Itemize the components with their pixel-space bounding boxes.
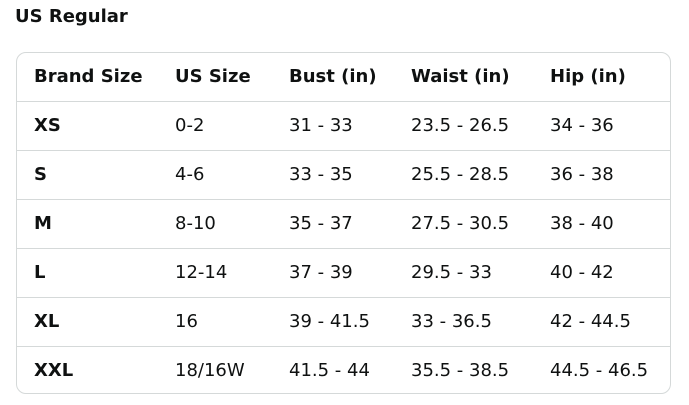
cell-brand-size: XXL [34, 360, 74, 381]
header-hip: Hip (in) [550, 66, 626, 87]
table-row: S 4-6 33 - 35 25.5 - 28.5 36 - 38 [17, 151, 670, 200]
cell-waist: 29.5 - 33 [411, 262, 492, 283]
cell-bust: 33 - 35 [289, 164, 353, 185]
cell-hip: 42 - 44.5 [550, 311, 631, 332]
header-brand-size: Brand Size [34, 66, 143, 87]
cell-us-size: 0-2 [175, 115, 205, 136]
cell-us-size: 4-6 [175, 164, 205, 185]
header-waist: Waist (in) [411, 66, 510, 87]
cell-hip: 36 - 38 [550, 164, 614, 185]
header-us-size: US Size [175, 66, 251, 87]
cell-bust: 41.5 - 44 [289, 360, 370, 381]
size-chart-title: US Regular [15, 6, 128, 27]
table-row: M 8-10 35 - 37 27.5 - 30.5 38 - 40 [17, 200, 670, 249]
cell-waist: 23.5 - 26.5 [411, 115, 510, 136]
cell-bust: 37 - 39 [289, 262, 353, 283]
cell-waist: 35.5 - 38.5 [411, 360, 510, 381]
cell-waist: 33 - 36.5 [411, 311, 492, 332]
table-row: XL 16 39 - 41.5 33 - 36.5 42 - 44.5 [17, 298, 670, 347]
size-chart-table: Brand Size US Size Bust (in) Waist (in) … [16, 52, 671, 394]
cell-hip: 44.5 - 46.5 [550, 360, 649, 381]
cell-waist: 25.5 - 28.5 [411, 164, 510, 185]
header-bust: Bust (in) [289, 66, 377, 87]
table-header-row: Brand Size US Size Bust (in) Waist (in) … [17, 53, 670, 102]
table-row: XXL 18/16W 41.5 - 44 35.5 - 38.5 44.5 - 46.5 [17, 347, 670, 393]
cell-bust: 31 - 33 [289, 115, 353, 136]
cell-brand-size: XL [34, 311, 60, 332]
table-row: XS 0-2 31 - 33 23.5 - 26.5 34 - 36 [17, 102, 670, 151]
cell-us-size: 12-14 [175, 262, 228, 283]
cell-us-size: 8-10 [175, 213, 216, 234]
cell-hip: 34 - 36 [550, 115, 614, 136]
cell-brand-size: M [34, 213, 52, 234]
cell-waist: 27.5 - 30.5 [411, 213, 510, 234]
table-row: L 12-14 37 - 39 29.5 - 33 40 - 42 [17, 249, 670, 298]
cell-brand-size: S [34, 164, 47, 185]
cell-us-size: 16 [175, 311, 198, 332]
cell-bust: 39 - 41.5 [289, 311, 370, 332]
cell-bust: 35 - 37 [289, 213, 353, 234]
cell-brand-size: L [34, 262, 46, 283]
cell-hip: 40 - 42 [550, 262, 614, 283]
cell-brand-size: XS [34, 115, 61, 136]
cell-hip: 38 - 40 [550, 213, 614, 234]
cell-us-size: 18/16W [175, 360, 245, 381]
